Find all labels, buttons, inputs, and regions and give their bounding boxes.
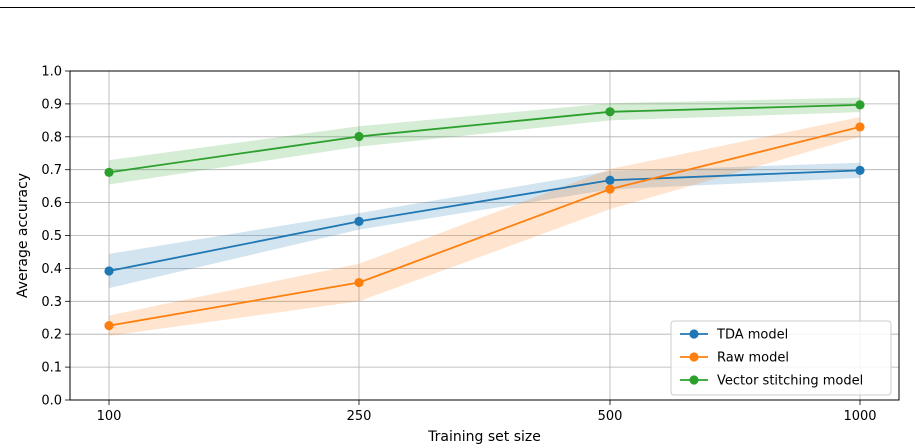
series-line [108, 169, 861, 272]
confidence-bands [109, 97, 860, 336]
x-tick-label: 500 [598, 409, 623, 424]
legend-marker [689, 352, 699, 362]
legend-marker [689, 329, 699, 339]
x-tick-label: 250 [347, 409, 372, 424]
y-tick-label: 0.7 [41, 163, 62, 178]
series-line [108, 126, 861, 327]
series-line [108, 103, 861, 174]
legend-label: TDA model [716, 328, 788, 343]
x-tick-label: 1000 [843, 409, 876, 424]
legend-marker [689, 375, 699, 385]
legend-label: Vector stitching model [717, 374, 863, 389]
confidence-band [109, 162, 860, 289]
data-point [605, 184, 615, 194]
legend: TDA model Raw model Vector stitching model [670, 320, 892, 396]
data-point [354, 277, 364, 288]
confidence-band [109, 117, 860, 336]
x-tick-label: 100 [97, 409, 122, 424]
data-point [104, 167, 114, 177]
data-point [855, 165, 865, 175]
y-tick-label: 0.3 [41, 295, 62, 310]
y-tick-label: 0.9 [41, 97, 62, 112]
legend-label: Raw model [717, 351, 789, 366]
y-tick-label: 0.6 [41, 196, 62, 211]
data-point [605, 107, 615, 117]
y-tick-label: 0.5 [41, 229, 62, 244]
data-point [855, 100, 865, 110]
y-tick-label: 0.8 [41, 130, 62, 145]
x-axis-label: Training set size [427, 429, 541, 445]
legend-box [670, 320, 892, 396]
series-lines [104, 100, 865, 331]
y-axis-label: Average accuracy [15, 173, 31, 298]
data-point [104, 321, 114, 331]
y-tick-label: 0.1 [41, 361, 62, 376]
y-tick-label: 1.0 [41, 65, 62, 80]
y-tick-label: 0.0 [41, 394, 62, 409]
data-point [354, 216, 364, 226]
data-point [104, 266, 114, 276]
y-tick-label: 0.2 [41, 328, 62, 343]
y-tick-label: 0.4 [41, 262, 62, 277]
data-point [605, 175, 615, 185]
top-rule [0, 7, 915, 8]
axis-ticks: 0.0 0.1 0.2 0.3 0.4 0.5 0.6 0.7 0.8 0.9 1.0 100 250 5… [41, 65, 876, 425]
data-point [354, 131, 364, 142]
data-point [855, 122, 865, 132]
